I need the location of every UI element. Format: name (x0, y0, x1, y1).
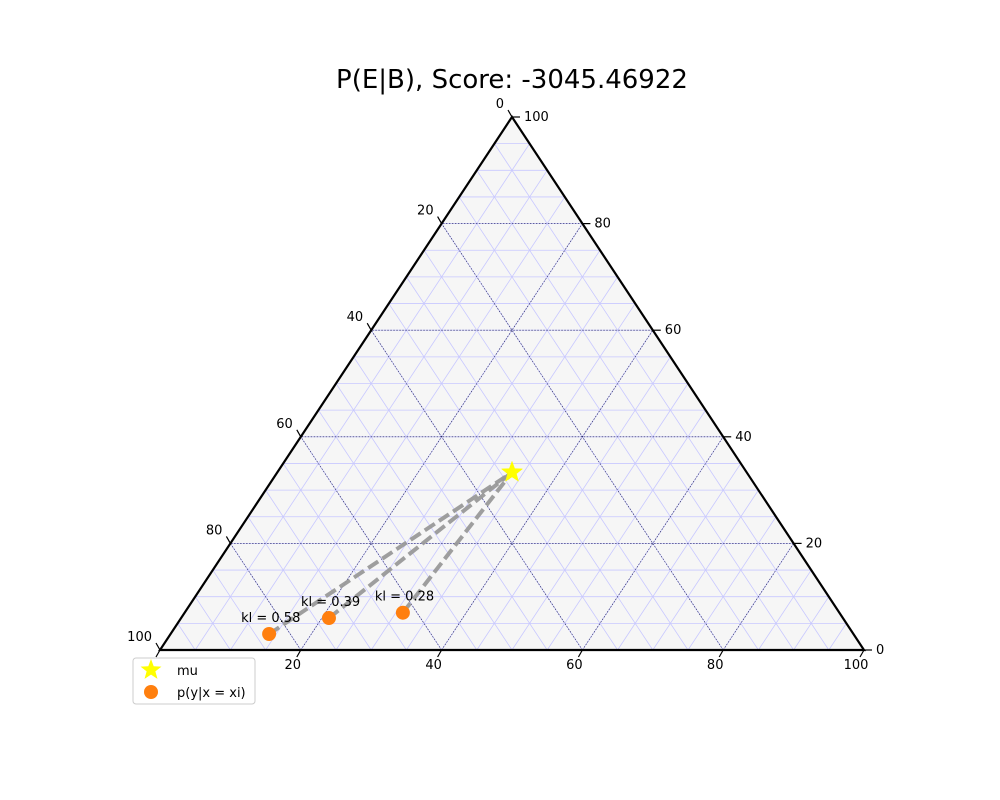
minor-grid-line (494, 143, 830, 651)
distribution-point (262, 627, 277, 642)
triangle-border-layer (157, 115, 867, 652)
legend-mu-label: mu (177, 664, 198, 679)
bottom-tick-label: 20 (285, 658, 302, 673)
minor-grid-line (265, 196, 566, 651)
left-tick-label: 20 (417, 204, 434, 219)
minor-grid-line (687, 516, 777, 651)
left-tick-label: 100 (127, 630, 152, 645)
minor-grid-line (476, 356, 671, 651)
kl-annotation: kl = 0.28 (375, 590, 434, 605)
bottom-tick (577, 649, 583, 658)
left-tick (437, 216, 443, 224)
bottom-tick (155, 649, 161, 658)
right-tick-label: 0 (876, 643, 884, 658)
minor-grid-line (265, 489, 372, 651)
major-grid-line (722, 543, 794, 651)
legend-point-marker (144, 685, 158, 699)
kl-annotation: kl = 0.58 (241, 611, 300, 626)
legend-frame (132, 657, 256, 705)
minor-grid-line (758, 569, 812, 651)
right-tick-label: 80 (594, 217, 611, 232)
right-tick-label: 20 (806, 536, 823, 551)
left-tick (225, 536, 231, 544)
minor-grid-line (335, 250, 601, 651)
connector-layer (268, 470, 514, 636)
bottom-tick-label: 40 (425, 658, 442, 673)
major-grid-line (441, 330, 654, 651)
bottom-tick-label: 60 (566, 658, 583, 673)
minor-grid-line (335, 383, 513, 651)
major-grid-line (300, 436, 442, 651)
minor-grid-line (194, 143, 530, 651)
minor-grid-line (353, 356, 548, 651)
major-grid-line (370, 330, 583, 651)
legend-point-label: p(y|x = xi) (177, 686, 246, 701)
minor-grid-line (282, 463, 407, 651)
right-tick-label: 40 (735, 430, 752, 445)
minor-grid-line (458, 196, 759, 651)
bottom-tick-label: 80 (707, 658, 724, 673)
minor-grid-line (828, 623, 847, 651)
minor-grid-line (617, 463, 742, 651)
bottom-tick-label: 100 (844, 658, 869, 673)
left-tick (507, 109, 513, 118)
mu-star-marker (500, 460, 524, 482)
left-tick (155, 642, 161, 651)
kl-connector-line (268, 470, 514, 636)
left-tick (296, 429, 302, 438)
minor-grid-line (406, 303, 636, 651)
minor-grid-line (318, 409, 478, 651)
minor-grid-line (652, 489, 759, 651)
distribution-point (395, 605, 410, 620)
minor-grid-line (194, 596, 231, 651)
kl-connector-line (401, 471, 514, 614)
bottom-tick (296, 649, 302, 658)
points-layer (262, 460, 524, 642)
minor-grid-line (177, 623, 196, 651)
distribution-point (321, 611, 336, 626)
bottom-tick (718, 649, 724, 658)
major-grid-line (582, 436, 724, 651)
minor-grid-line (212, 569, 266, 651)
triangle-border (157, 115, 867, 652)
legend-mu-marker (140, 659, 162, 679)
minor-grid-line (247, 516, 337, 651)
kl-annotation: kl = 0.39 (301, 595, 360, 610)
left-tick-label: 80 (206, 523, 223, 538)
minor-grid-line (793, 596, 830, 651)
legend: mu p(y|x = xi) (132, 657, 256, 705)
kl-connector-line (327, 470, 514, 620)
chart-title: P(E|B), Score: -3045.46922 (336, 65, 688, 95)
bottom-tick (437, 649, 443, 658)
right-tick-label: 100 (524, 110, 549, 125)
minor-grid-line (423, 250, 689, 651)
minor-grid-line (511, 383, 689, 651)
major-grid-line (230, 543, 302, 651)
left-tick-label: 0 (496, 97, 504, 112)
left-tick (366, 322, 372, 331)
bottom-tick (859, 649, 865, 658)
right-tick-label: 60 (665, 323, 682, 338)
left-tick-label: 60 (276, 417, 293, 432)
major-grid-layer (230, 223, 794, 651)
left-tick-label: 40 (347, 310, 364, 325)
minor-grid-line (546, 409, 706, 651)
